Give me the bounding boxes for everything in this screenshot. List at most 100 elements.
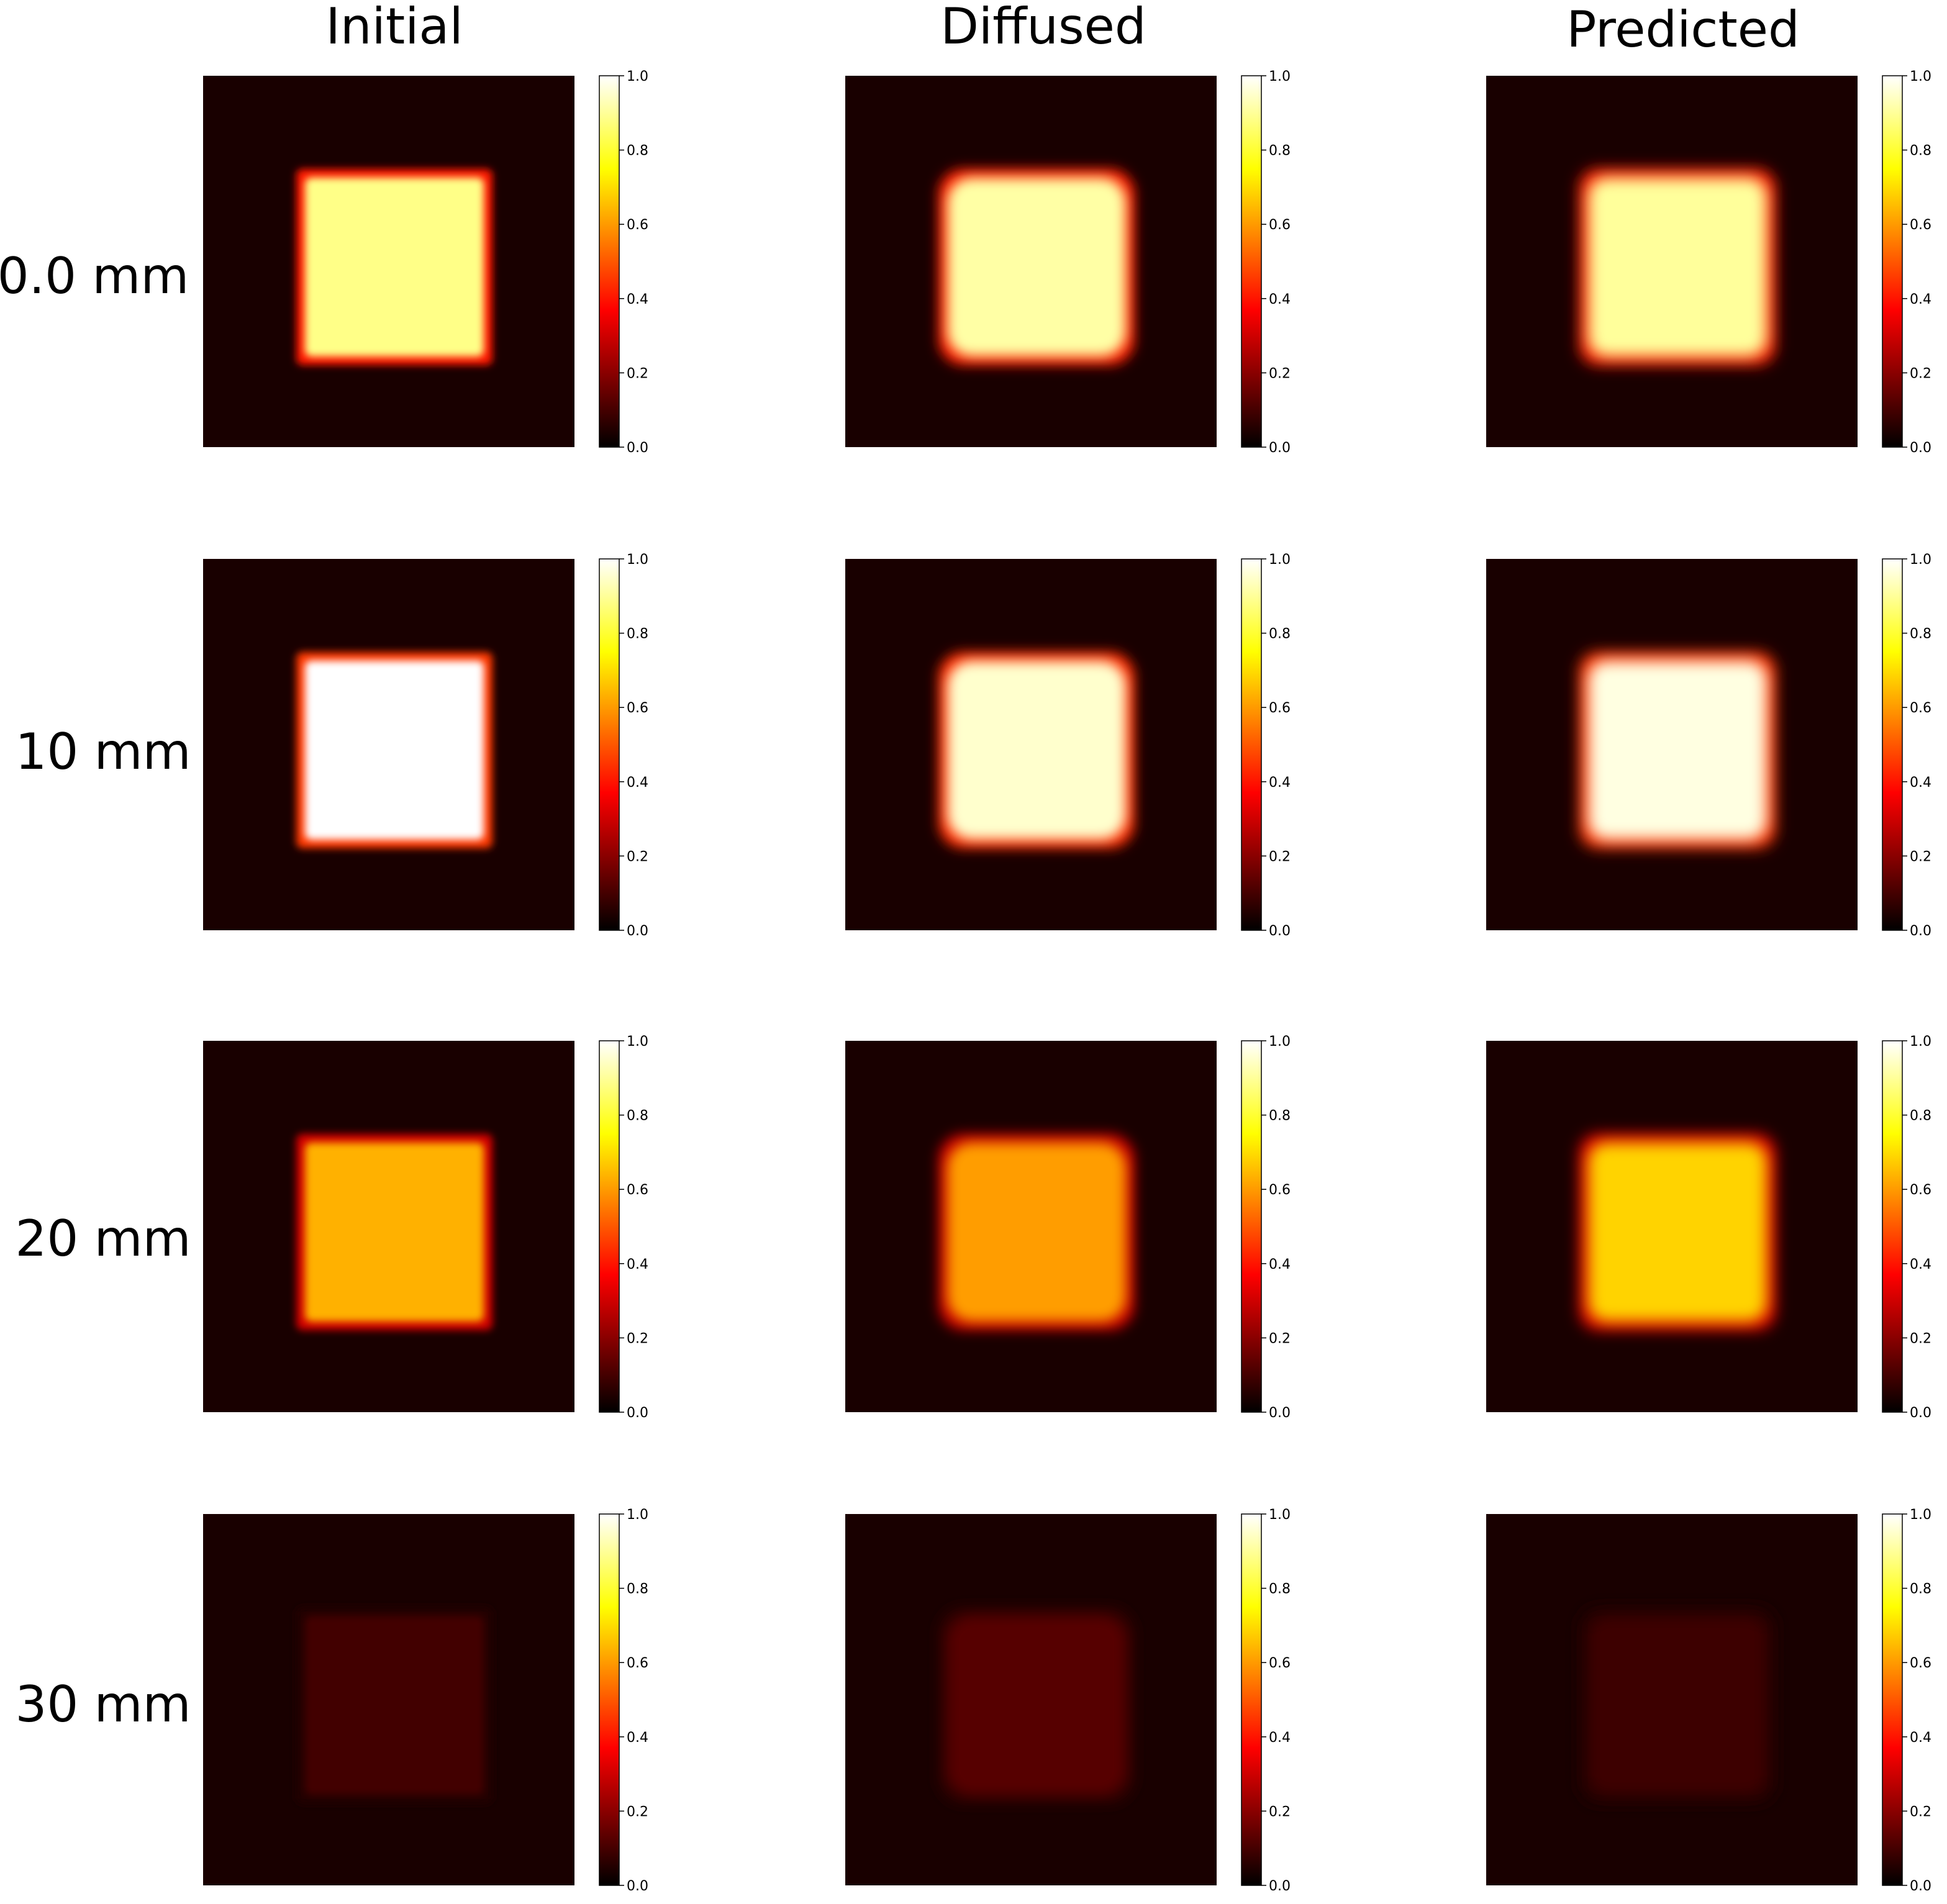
colorbar-tick-label: 0.4	[1910, 1257, 1931, 1272]
colorbar-tick-label: 1.0	[627, 552, 648, 568]
heatmap-square	[305, 1143, 484, 1321]
colorbar-tick-label: 0.4	[1910, 1730, 1931, 1746]
colorbar-gradient	[1882, 1040, 1903, 1413]
colorbar-tick-label: 0.4	[627, 775, 648, 791]
heatmap-panel: 0.0 0.2 0.4 0.6 0.8 1.0	[845, 69, 1291, 456]
colorbar-tick-label: 0.4	[1269, 775, 1291, 791]
colorbar-tick-label: 0.6	[627, 1182, 648, 1198]
colorbar: 0.0 0.2 0.4 0.6 0.8 1.0	[1241, 1034, 1291, 1421]
colorbar-gradient	[599, 558, 620, 931]
heatmap-panel: 0.0 0.2 0.4 0.6 0.8 1.0	[203, 552, 648, 939]
heatmap-panel: 0.0 0.2 0.4 0.6 0.8 1.0	[203, 1507, 648, 1894]
colorbar-tick-label: 0.8	[1910, 143, 1931, 159]
heatmap-square	[947, 1143, 1126, 1321]
colorbar-tick-label: 0.0	[1269, 1879, 1291, 1894]
colorbar-tick-label: 1.0	[1269, 1507, 1291, 1523]
colorbar-tick-label: 0.2	[627, 366, 648, 381]
colorbar-gradient	[1882, 75, 1903, 448]
colorbar-tick-label: 1.0	[1269, 1034, 1291, 1049]
colorbar-tick-label: 0.2	[627, 849, 648, 864]
colorbar-tick-label: 0.0	[627, 923, 648, 939]
colorbar-tick-label: 1.0	[1910, 552, 1931, 568]
colorbar-gradient	[1241, 1513, 1262, 1886]
colorbar-tick-label: 0.0	[627, 440, 648, 456]
colorbar-tick-label: 0.4	[627, 292, 648, 307]
heatmap-square	[1588, 1616, 1767, 1795]
row-label-0mm: 0.0 mm	[0, 247, 189, 305]
colorbar-tick-label: 0.2	[1910, 1804, 1931, 1820]
row-label-30mm: 30 mm	[15, 1675, 191, 1733]
colorbar-gradient	[599, 1513, 620, 1886]
colorbar-tick-label: 0.0	[1910, 440, 1931, 456]
column-title-initial: Initial	[325, 0, 463, 55]
colorbar-gradient	[1241, 558, 1262, 931]
colorbar-tick-label: 0.4	[1910, 775, 1931, 791]
colorbar-tick-label: 0.6	[1910, 1656, 1931, 1671]
colorbar-tick-label: 0.8	[627, 1108, 648, 1124]
colorbar: 0.0 0.2 0.4 0.6 0.8 1.0	[1241, 552, 1291, 939]
colorbar: 0.0 0.2 0.4 0.6 0.8 1.0	[599, 1034, 648, 1421]
colorbar-gradient	[599, 75, 620, 448]
colorbar-tick-label: 0.6	[627, 1656, 648, 1671]
colorbar-tick-label: 0.2	[1910, 849, 1931, 864]
colorbar: 0.0 0.2 0.4 0.6 0.8 1.0	[599, 69, 648, 456]
colorbar: 0.0 0.2 0.4 0.6 0.8 1.0	[1882, 69, 1931, 456]
column-title-diffused: Diffused	[940, 0, 1146, 55]
colorbar-tick-label: 0.4	[1910, 292, 1931, 307]
colorbar-tick-label: 0.2	[1910, 1331, 1931, 1346]
colorbar-tick-label: 0.6	[1269, 700, 1291, 716]
colorbar-tick-label: 0.8	[627, 143, 648, 159]
colorbar-tick-label: 1.0	[1910, 1507, 1931, 1523]
heatmap-panel: 0.0 0.2 0.4 0.6 0.8 1.0	[1486, 1507, 1931, 1894]
colorbar-tick-label: 1.0	[1269, 552, 1291, 568]
colorbar-tick-label: 0.4	[627, 1730, 648, 1746]
heatmap-square	[1588, 178, 1767, 356]
colorbar: 0.0 0.2 0.4 0.6 0.8 1.0	[1241, 1507, 1291, 1894]
colorbar-tick-label: 0.6	[627, 700, 648, 716]
heatmap-square	[947, 661, 1126, 840]
colorbar-tick-label: 0.8	[627, 1582, 648, 1597]
heatmap-square	[305, 178, 484, 356]
heatmap-panel: 0.0 0.2 0.4 0.6 0.8 1.0	[1486, 69, 1931, 456]
colorbar-tick-label: 1.0	[1910, 69, 1931, 84]
colorbar-tick-label: 0.0	[1269, 440, 1291, 456]
heatmap-panel: 0.0 0.2 0.4 0.6 0.8 1.0	[203, 1034, 648, 1421]
colorbar-tick-label: 0.0	[627, 1405, 648, 1421]
colorbar-tick-label: 0.6	[1269, 1656, 1291, 1671]
colorbar-tick-label: 0.8	[1269, 1108, 1291, 1124]
colorbar-tick-label: 1.0	[1269, 69, 1291, 84]
colorbar-tick-label: 0.8	[1269, 1582, 1291, 1597]
colorbar-tick-label: 1.0	[1910, 1034, 1931, 1049]
colorbar-tick-label: 0.4	[627, 1257, 648, 1272]
heatmap-panel: 0.0 0.2 0.4 0.6 0.8 1.0	[845, 552, 1291, 939]
colorbar-tick-label: 1.0	[627, 1507, 648, 1523]
row-label-10mm: 10 mm	[15, 723, 191, 781]
colorbar-tick-label: 0.0	[1269, 923, 1291, 939]
colorbar-tick-label: 0.8	[1910, 1108, 1931, 1124]
colorbar: 0.0 0.2 0.4 0.6 0.8 1.0	[1882, 552, 1931, 939]
colorbar-tick-label: 0.6	[1910, 700, 1931, 716]
colorbar-tick-label: 0.6	[1910, 217, 1931, 233]
colorbar-tick-label: 0.8	[627, 627, 648, 642]
colorbar-gradient	[599, 1040, 620, 1413]
heatmap-square	[947, 1616, 1126, 1795]
row-label-20mm: 20 mm	[15, 1210, 191, 1267]
heatmap-square	[305, 661, 484, 840]
heatmap-panel: 0.0 0.2 0.4 0.6 0.8 1.0	[1486, 1034, 1931, 1421]
heatmap-panel: 0.0 0.2 0.4 0.6 0.8 1.0	[1486, 552, 1931, 939]
colorbar-tick-label: 0.0	[1910, 1405, 1931, 1421]
colorbar-tick-label: 0.8	[1910, 627, 1931, 642]
colorbar-tick-label: 0.8	[1910, 1582, 1931, 1597]
colorbar: 0.0 0.2 0.4 0.6 0.8 1.0	[599, 552, 648, 939]
colorbar-tick-label: 0.4	[1269, 292, 1291, 307]
colorbar-tick-label: 0.8	[1269, 627, 1291, 642]
colorbar-gradient	[1882, 558, 1903, 931]
colorbar-tick-label: 0.6	[1269, 217, 1291, 233]
heatmap-panel: 0.0 0.2 0.4 0.6 0.8 1.0	[845, 1507, 1291, 1894]
colorbar-tick-label: 1.0	[627, 1034, 648, 1049]
colorbar: 0.0 0.2 0.4 0.6 0.8 1.0	[599, 1507, 648, 1894]
colorbar-tick-label: 0.0	[1910, 923, 1931, 939]
colorbar-tick-label: 0.6	[1269, 1182, 1291, 1198]
colorbar: 0.0 0.2 0.4 0.6 0.8 1.0	[1882, 1034, 1931, 1421]
